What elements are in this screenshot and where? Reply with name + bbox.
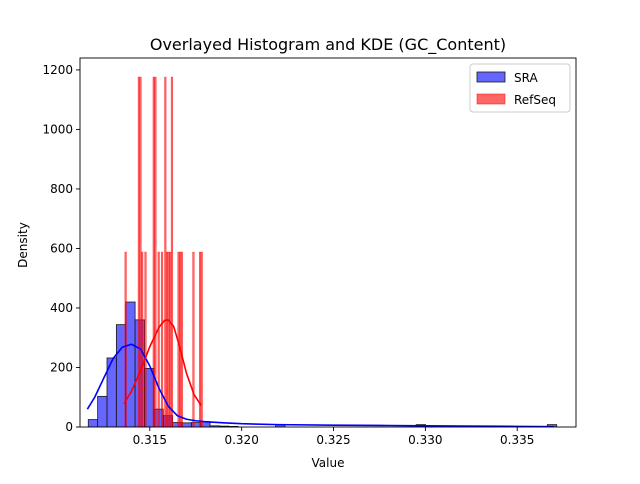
- legend-label-sra: SRA: [514, 71, 538, 85]
- x-tick-label: 0.330: [408, 433, 442, 447]
- x-tick-label: 0.315: [133, 433, 167, 447]
- chart-title: Overlayed Histogram and KDE (GC_Content): [150, 35, 506, 55]
- bar-refseq: [170, 76, 174, 427]
- bar-refseq: [180, 251, 183, 427]
- x-axis-label: Value: [312, 456, 345, 470]
- kde-line-sra: [86, 343, 554, 427]
- bar-refseq: [169, 251, 172, 427]
- kde-line-refseq: [123, 319, 202, 407]
- x-tick-label: 0.320: [224, 433, 258, 447]
- y-tick-label: 1200: [42, 63, 73, 77]
- bar-refseq: [139, 76, 142, 427]
- bar-refseq: [144, 251, 147, 427]
- bar-refseq: [160, 251, 164, 427]
- plot-content: [86, 76, 558, 427]
- bar-sra: [181, 422, 192, 427]
- legend-label-refseq: RefSeq: [514, 93, 556, 107]
- legend: SRA RefSeq: [469, 63, 571, 113]
- y-tick-label: 200: [50, 360, 73, 374]
- bar-refseq: [157, 251, 160, 427]
- bar-sra: [87, 419, 99, 427]
- axes-frame: [79, 57, 577, 428]
- bar-refseq: [154, 76, 157, 427]
- y-tick-label: 600: [50, 241, 73, 255]
- y-tick-label: 400: [50, 301, 73, 315]
- bar-refseq: [141, 251, 144, 427]
- bar-refseq: [179, 251, 182, 427]
- bar-refseq: [198, 251, 202, 427]
- bar-refseq: [124, 251, 127, 427]
- bar-refseq: [200, 251, 203, 427]
- legend-swatch-sra: [476, 71, 506, 83]
- bar-sra: [115, 324, 127, 427]
- bar-refseq: [164, 76, 167, 427]
- bar-sra: [97, 395, 108, 427]
- y-tick-label: 1000: [42, 122, 73, 136]
- x-tick-label: 0.325: [316, 433, 350, 447]
- legend-swatch-refseq: [476, 93, 506, 105]
- axes: 0.315 0.320 0.325 0.330 0.335 0 200 400 600 800 10…: [42, 57, 577, 447]
- bars-refseq: [124, 76, 203, 427]
- bar-sra: [125, 301, 136, 427]
- bar-refseq: [192, 251, 195, 427]
- plot-area: [86, 76, 558, 427]
- y-tick-label: 800: [50, 182, 73, 196]
- y-axis-label: Density: [16, 222, 30, 268]
- x-tick-label: 0.335: [500, 433, 534, 447]
- y-tick-label: 0: [65, 420, 73, 434]
